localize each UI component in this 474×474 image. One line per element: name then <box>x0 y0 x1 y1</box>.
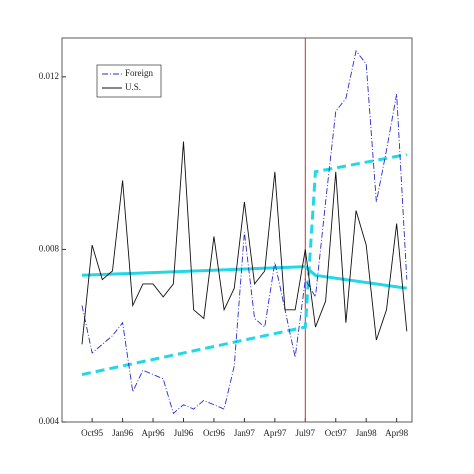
x-tick-label: Jan96 <box>112 428 133 438</box>
x-tick-label: Apr98 <box>385 428 408 438</box>
trend-line <box>81 153 408 377</box>
x-tick-label: Apr97 <box>263 428 286 438</box>
legend-label: Foreign <box>125 68 153 78</box>
y-tick-label: 0.012 <box>39 71 59 81</box>
x-tick-label: Jan97 <box>234 428 255 438</box>
series-line <box>81 141 408 345</box>
y-tick-label: 0.008 <box>39 243 60 253</box>
x-tick-label: Jul97 <box>296 428 316 438</box>
x-tick-label: Apr96 <box>142 428 165 438</box>
x-tick-label: Oct96 <box>203 428 225 438</box>
plot-area <box>61 37 413 423</box>
x-tick-label: Oct95 <box>81 428 103 438</box>
series-line <box>81 49 408 415</box>
x-tick-label: Jul96 <box>174 428 194 438</box>
y-tick-label: 0.004 <box>39 416 60 426</box>
x-tick-label: Jan98 <box>356 428 377 438</box>
x-tick-label: Oct97 <box>325 428 347 438</box>
legend-box <box>96 64 162 98</box>
legend-label: U.S. <box>125 82 141 92</box>
